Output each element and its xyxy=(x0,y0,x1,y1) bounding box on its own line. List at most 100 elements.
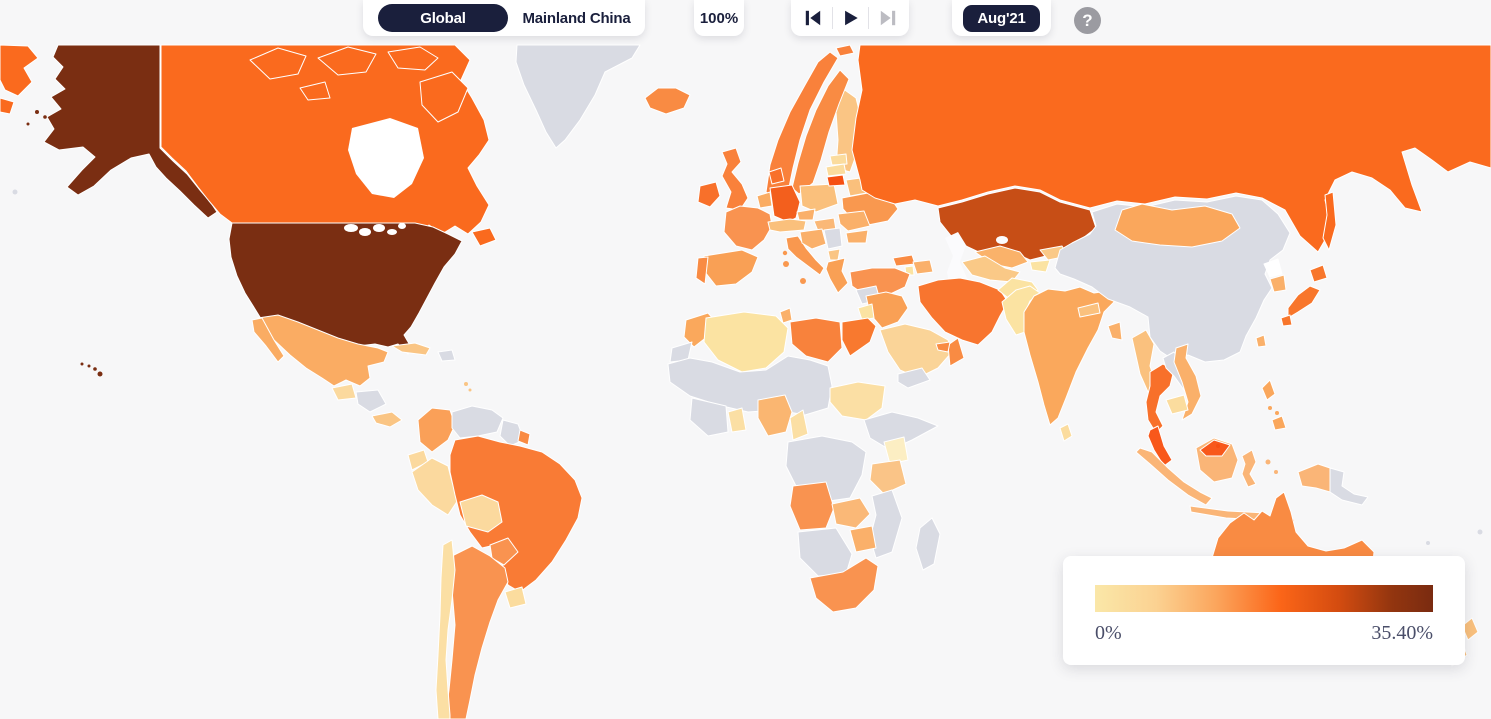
country-bulgaria[interactable] xyxy=(845,229,869,244)
country-honduras-nicaragua[interactable] xyxy=(355,389,387,413)
country-poland[interactable] xyxy=(799,183,839,213)
help-button[interactable]: ? xyxy=(1074,7,1101,34)
country-philippines[interactable] xyxy=(1261,379,1287,431)
mexico-baja[interactable] xyxy=(251,317,285,363)
canada-baffin-island[interactable] xyxy=(419,71,469,123)
country-angola[interactable] xyxy=(789,481,835,531)
country-papua-new-guinea[interactable] xyxy=(1329,467,1369,506)
country-netherlands-belgium[interactable] xyxy=(756,191,773,209)
country-argentina[interactable] xyxy=(444,545,509,719)
country-mexico[interactable] xyxy=(257,314,389,387)
country-france[interactable] xyxy=(723,205,773,251)
country-sweden[interactable] xyxy=(791,69,850,195)
country-south-korea[interactable] xyxy=(1269,274,1287,293)
country-tanzania[interactable] xyxy=(869,459,907,495)
play-button[interactable] xyxy=(833,9,868,27)
country-denmark[interactable] xyxy=(768,167,785,185)
canada-arctic-island-4[interactable] xyxy=(299,81,331,101)
country-greece[interactable] xyxy=(825,257,849,294)
country-balkans-west[interactable] xyxy=(799,228,827,250)
country-greenland[interactable] xyxy=(515,44,641,149)
country-libya[interactable] xyxy=(789,317,843,363)
country-cambodia[interactable] xyxy=(1165,394,1189,415)
country-mozambique[interactable] xyxy=(869,489,903,559)
svalbard[interactable] xyxy=(835,44,855,57)
country-zambia[interactable] xyxy=(831,497,871,529)
country-south-africa[interactable] xyxy=(809,557,879,613)
country-nepal[interactable] xyxy=(1077,302,1101,318)
country-algeria[interactable] xyxy=(703,311,789,373)
country-costa-rica-panama[interactable] xyxy=(371,411,403,428)
country-india[interactable] xyxy=(1023,286,1115,426)
country-brazil[interactable] xyxy=(449,435,583,593)
country-romania[interactable] xyxy=(837,210,871,232)
canada-newfoundland[interactable] xyxy=(471,227,497,247)
country-iceland[interactable] xyxy=(644,87,691,115)
skip-start-button[interactable] xyxy=(794,9,832,27)
skip-end-button[interactable] xyxy=(869,9,907,27)
country-japan[interactable] xyxy=(1280,264,1328,327)
country-bolivia[interactable] xyxy=(459,494,503,533)
country-austria-switzerland[interactable] xyxy=(767,218,807,233)
country-russia-chukotka2[interactable] xyxy=(0,97,15,115)
aleutian-islands[interactable] xyxy=(26,110,47,126)
russia-sakhalin[interactable] xyxy=(1322,191,1337,251)
country-cameroon[interactable] xyxy=(789,409,809,441)
country-china[interactable] xyxy=(1054,195,1291,363)
country-tunisia[interactable] xyxy=(779,307,793,324)
country-kenya[interactable] xyxy=(883,436,909,465)
toggle-option-mainland-china[interactable]: Mainland China xyxy=(522,9,631,27)
country-lithuania[interactable] xyxy=(826,174,846,187)
country-saudi-arabia[interactable] xyxy=(879,323,953,379)
country-iran[interactable] xyxy=(917,277,1009,346)
toggle-option-global[interactable]: Global xyxy=(378,4,508,32)
country-colombia[interactable] xyxy=(417,407,456,453)
country-chile[interactable] xyxy=(435,539,456,719)
country-guatemala[interactable] xyxy=(331,383,357,401)
canada-arctic-island-2[interactable] xyxy=(317,46,377,76)
date-badge[interactable]: Aug'21 xyxy=(963,4,1040,32)
country-ireland[interactable] xyxy=(697,181,721,208)
country-venezuela[interactable] xyxy=(451,405,504,439)
country-malaysia-borneo[interactable] xyxy=(1199,439,1231,457)
country-russia-chukotka[interactable] xyxy=(0,44,39,97)
country-ghana[interactable] xyxy=(727,407,747,433)
country-germany[interactable] xyxy=(769,184,801,223)
country-brunei[interactable] xyxy=(1216,444,1220,448)
country-taiwan[interactable] xyxy=(1255,334,1267,348)
country-estonia[interactable] xyxy=(829,153,848,166)
country-zimbabwe[interactable] xyxy=(849,525,877,553)
country-turkmenistan[interactable] xyxy=(961,255,1021,283)
country-egypt[interactable] xyxy=(841,317,877,357)
country-tajikistan[interactable] xyxy=(1029,259,1051,273)
country-portugal[interactable] xyxy=(695,256,709,285)
lesser-antilles[interactable] xyxy=(464,382,472,392)
country-sri-lanka[interactable] xyxy=(1059,423,1073,442)
country-uruguay[interactable] xyxy=(504,586,527,609)
country-yemen[interactable] xyxy=(897,367,931,389)
country-spain[interactable] xyxy=(703,249,759,287)
country-bangladesh[interactable] xyxy=(1107,321,1123,341)
region-west-africa[interactable] xyxy=(689,397,729,437)
italy-islands[interactable] xyxy=(782,250,806,284)
region-french-guiana[interactable] xyxy=(517,429,531,446)
country-nigeria[interactable] xyxy=(757,394,793,437)
country-paraguay[interactable] xyxy=(489,537,519,566)
canada-arctic-island-1[interactable] xyxy=(249,47,307,80)
country-namibia-botswana[interactable] xyxy=(797,527,853,577)
country-latvia[interactable] xyxy=(825,163,847,177)
country-georgia[interactable] xyxy=(892,254,916,267)
country-vietnam[interactable] xyxy=(1173,343,1202,421)
country-serbia[interactable] xyxy=(823,227,843,250)
country-jordan[interactable] xyxy=(857,303,875,321)
country-cuba[interactable] xyxy=(391,342,431,356)
pacific-islands[interactable] xyxy=(12,189,1483,546)
country-czechia[interactable] xyxy=(796,208,816,221)
country-uae[interactable] xyxy=(935,341,951,353)
country-north-korea[interactable] xyxy=(1263,258,1283,278)
country-azerbaijan[interactable] xyxy=(912,259,934,275)
country-oman[interactable] xyxy=(947,337,965,367)
country-hispaniola[interactable] xyxy=(437,349,456,362)
canada-arctic-island-3[interactable] xyxy=(387,46,439,71)
